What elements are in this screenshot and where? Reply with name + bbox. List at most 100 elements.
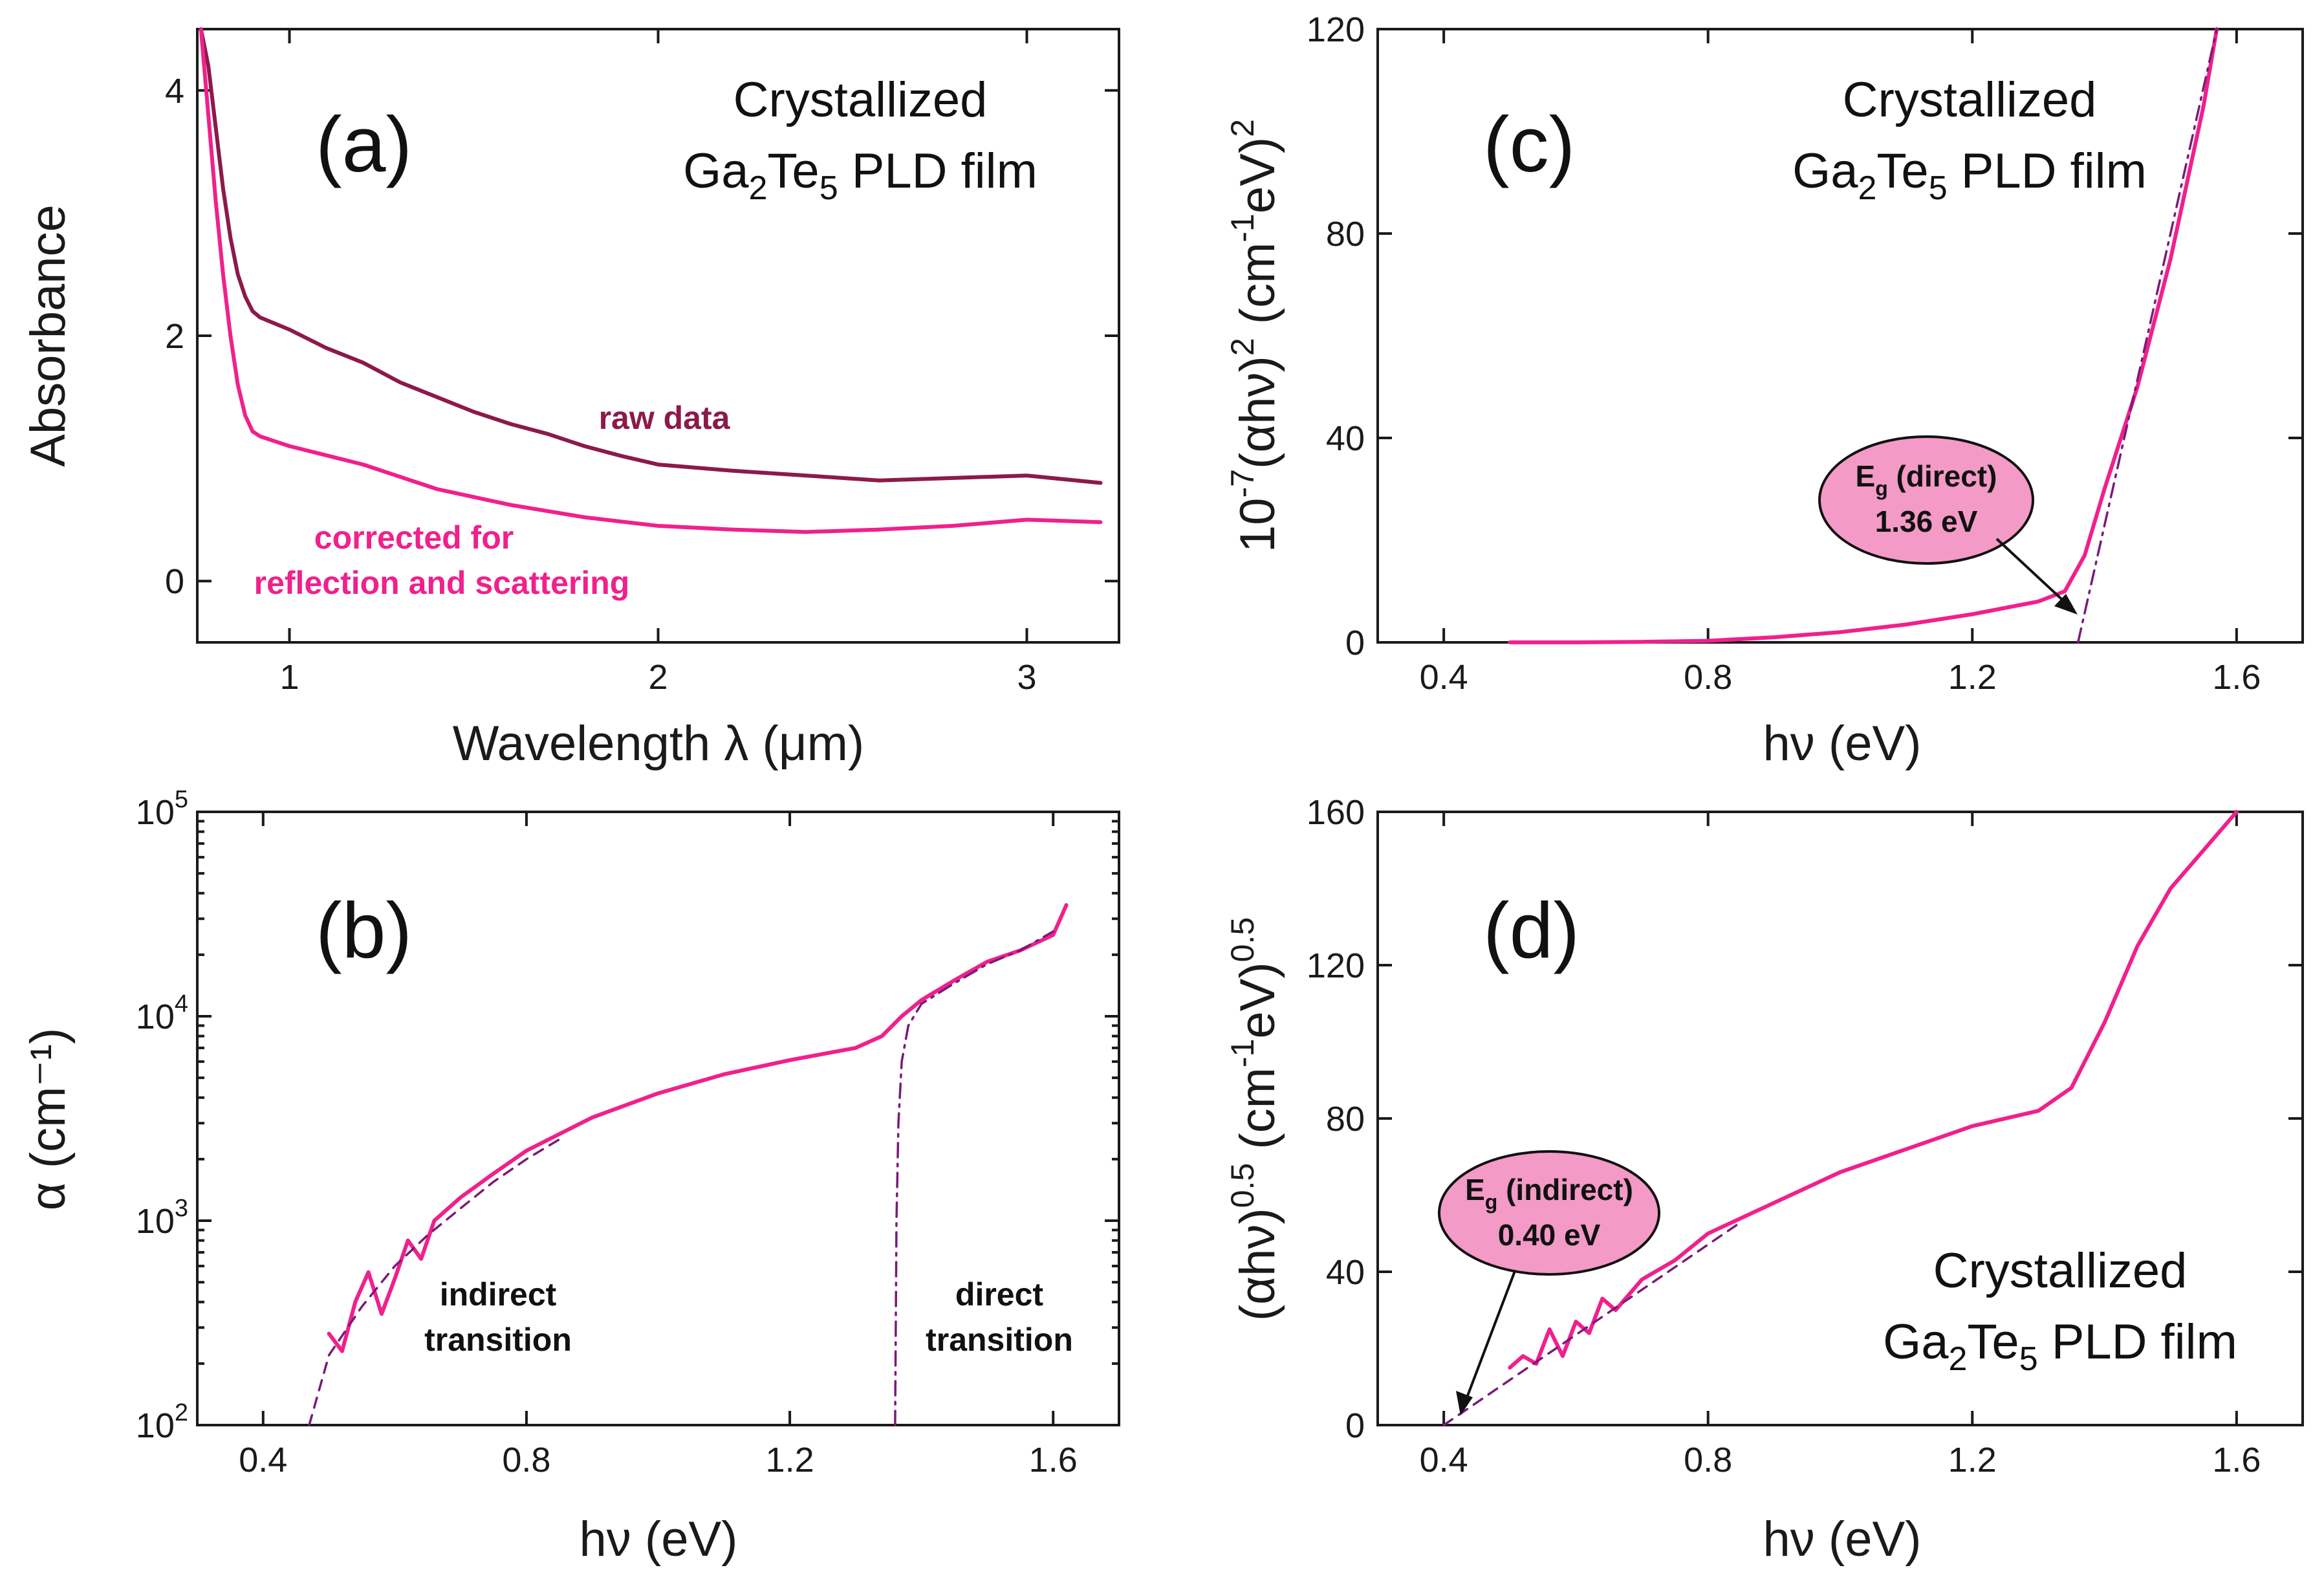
series-line-indirect-fit (308, 1138, 561, 1426)
y-tick-label: 160 (1307, 793, 1365, 832)
x-tick-label: 2 (648, 658, 668, 697)
y-tick-label: 40 (1326, 1253, 1365, 1292)
panel-a-series (199, 27, 1103, 534)
panel-a-ticks: 1 2 3 0 2 4 (165, 29, 1119, 697)
eg-rest: (indirect) (1497, 1173, 1633, 1206)
title-te: Te (1876, 144, 1928, 199)
panel-b-series (308, 903, 1069, 1426)
eg-indirect-label: Eg (indirect) (1465, 1173, 1633, 1214)
panel-b-frame (196, 811, 1120, 1426)
series-line-direct-fit (894, 930, 1054, 1426)
x-tick-label: 3 (1017, 658, 1036, 697)
y-tick-label: 80 (1326, 215, 1365, 254)
x-tick-label: 1.2 (1948, 658, 1997, 697)
y-tick-label: 0 (165, 562, 184, 601)
panel-a-title-line2: Ga2Te5 PLD film (683, 144, 1037, 207)
panel-d-series (1442, 810, 2239, 1426)
panel-c-title-line2: Ga2Te5 PLD film (1792, 144, 2147, 207)
panel-c-label: (c) (1483, 100, 1575, 188)
y-tick-label: 80 (1326, 1100, 1365, 1139)
y-tick-label: 40 (1326, 419, 1365, 458)
x-tick-label: 0.4 (1420, 1441, 1468, 1479)
x-tick-label: 1.6 (1029, 1441, 1078, 1479)
y-tick-base: 10 (136, 793, 175, 832)
series-line-raw-data (199, 27, 1103, 485)
eg-indirect-arrow-line (1464, 1270, 1516, 1403)
panel-d-label: (d) (1483, 886, 1580, 974)
panel-c-title-line1: Crystallized (1843, 72, 2097, 127)
panel-b-label: (b) (316, 886, 412, 974)
eg-sub: g (1875, 477, 1888, 500)
eg-direct-arrowhead (2054, 594, 2078, 615)
corrected-annotation-line2: reflection and scattering (254, 565, 630, 601)
eg-direct-value: 1.36 eV (1875, 505, 1978, 538)
panel-a-ylabel: Absorbance (21, 204, 76, 467)
x-tick-label: 0.8 (1684, 1441, 1732, 1479)
y-tick-exp: 2 (175, 1399, 188, 1426)
eg-E: E (1465, 1173, 1485, 1206)
x-tick-label: 1.6 (2212, 658, 2261, 697)
y-tick-exp: 4 (175, 990, 188, 1018)
title-ga-sub: 2 (1858, 169, 1876, 207)
title-pld: PLD film (2038, 1314, 2237, 1369)
panel-d-ylabel: (αhν)0.5 (cm-1eV)0.5 (1224, 917, 1285, 1321)
x-tick-label: 1.6 (2212, 1441, 2261, 1479)
series-line--h-0-5 (1508, 810, 2239, 1370)
eg-indirect-value: 0.40 eV (1498, 1218, 1601, 1252)
eg-rest: (direct) (1888, 459, 1997, 493)
title-ga-sub: 2 (1948, 1340, 1967, 1378)
y-tick-label: 4 (165, 72, 184, 111)
panel-a-label: (a) (316, 100, 412, 188)
eg-direct-label: Eg (direct) (1856, 459, 1997, 500)
panel-c-frame (1376, 28, 2304, 644)
title-ga-sub: 2 (748, 169, 767, 207)
y-tick-base: 10 (136, 998, 175, 1036)
x-tick-label: 0.4 (239, 1441, 287, 1479)
panel-c-series (1508, 27, 2219, 644)
title-pld: PLD film (838, 144, 1037, 199)
panel-c-direct-gap-chart: 0.4 0.8 1.2 1.6 0 40 80 120 (c) Crystallized Ga… (1224, 10, 2304, 771)
series-line-direct-linear-fit (2076, 28, 2218, 644)
y-tick-label: 120 (1307, 946, 1365, 985)
y-tick-exp: 5 (175, 786, 188, 813)
title-te-sub: 5 (1929, 169, 1948, 207)
panel-d-xlabel: hν (eV) (1763, 1512, 1922, 1567)
y-tick-label: 0 (1345, 624, 1365, 662)
title-te: Te (767, 144, 819, 199)
eg-indirect-bubble (1438, 1150, 1660, 1276)
series-line--h-2 (1508, 27, 2219, 644)
series-line-indirect-linear-fit (1442, 1221, 1743, 1426)
panel-d-title-line2: Ga2Te5 PLD film (1883, 1314, 2237, 1378)
panel-d-ticks: 0.4 0.8 1.2 1.6 0 40 80 120 160 (1307, 793, 2303, 1479)
panel-c-xlabel: hν (eV) (1763, 716, 1922, 771)
raw-data-annotation: raw data (599, 400, 731, 436)
direct-annotation-line1: direct (955, 1276, 1044, 1313)
x-tick-label: 1 (279, 658, 299, 697)
x-tick-label: 0.8 (502, 1441, 550, 1479)
panel-c-ticks: 0.4 0.8 1.2 1.6 0 40 80 120 (1307, 10, 2303, 697)
eg-direct-bubble (1818, 435, 2034, 565)
y-tick-label: 2 (165, 317, 184, 356)
indirect-annotation-line2: transition (424, 1322, 572, 1358)
title-ga: Ga (1883, 1314, 1949, 1369)
indirect-annotation-line1: indirect (440, 1276, 557, 1313)
x-tick-label: 0.8 (1684, 658, 1732, 697)
y-tick-base: 10 (136, 1406, 175, 1445)
x-tick-label: 1.2 (1948, 1441, 1997, 1479)
title-te: Te (1967, 1314, 2019, 1369)
y-tick-label: 120 (1307, 10, 1365, 49)
x-tick-label: 1.2 (766, 1441, 814, 1479)
panel-a-title-line1: Crystallized (733, 72, 988, 127)
panel-b-ylabel: α (cm⁻¹) (21, 1028, 76, 1210)
eg-sub: g (1485, 1190, 1498, 1214)
y-tick-label: 103 (136, 1195, 188, 1241)
x-tick-label: 0.4 (1420, 658, 1468, 697)
y-tick-exp: 3 (175, 1195, 188, 1222)
y-tick-label: 0 (1345, 1406, 1365, 1445)
title-te-sub: 5 (2019, 1340, 2038, 1378)
corrected-annotation-line1: corrected for (314, 519, 514, 556)
panel-a-xlabel: Wavelength λ (μm) (453, 716, 864, 771)
